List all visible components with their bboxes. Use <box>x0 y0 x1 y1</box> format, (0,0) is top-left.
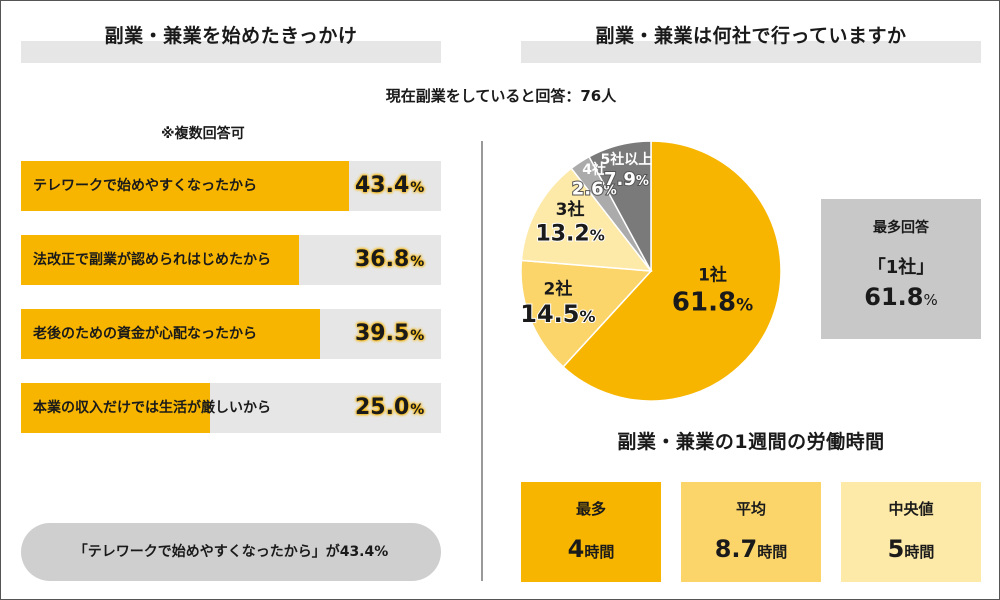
hours-stat-value: 8.7時間 <box>681 535 821 563</box>
bar-category-label: 老後のための資金が心配なったから <box>33 326 257 342</box>
pie-slice <box>588 140 652 272</box>
bar-value-unit: % <box>410 402 425 418</box>
pie-slice <box>562 140 782 402</box>
pie-value-label: 61.8% <box>672 288 753 318</box>
hours-stat-unit: 時間 <box>584 543 615 561</box>
bar-track: 老後のための資金が心配なったから 39.5% <box>21 309 441 359</box>
bar-value-label: 39.5% <box>355 309 424 361</box>
hours-stat-label: 平均 <box>735 500 766 518</box>
left-title-bar: 副業・兼業を始めたきっかけ <box>21 13 441 63</box>
pie-value-label: 2.6% <box>572 179 617 200</box>
bar-category-label: 本業の収入だけでは生活が厳しいから <box>33 400 271 416</box>
left-title: 副業・兼業を始めたきっかけ <box>104 25 358 47</box>
mode-answer-box: 最多回答 「1社」 61.8% <box>821 199 981 339</box>
mode-answer-percent-unit: % <box>923 291 938 309</box>
pie-category-label: 2社 <box>543 278 572 299</box>
pie-category-label: 4社 <box>582 161 606 178</box>
mode-answer-value: 「1社」 <box>867 257 935 278</box>
bar-value-label: 36.8% <box>355 235 424 287</box>
hours-stat-value: 5時間 <box>841 535 981 563</box>
right-title: 副業・兼業は何社で行っていますか <box>595 25 907 47</box>
hours-stat-unit: 時間 <box>757 543 788 561</box>
hours-stat-number: 5 <box>887 535 905 563</box>
right-title-bar: 副業・兼業は何社で行っていますか <box>521 13 981 63</box>
pie-category-label: 5社以上 <box>601 151 653 168</box>
pie-value-label: 13.2% <box>535 221 604 246</box>
left-title-underlay <box>21 41 441 63</box>
mode-answer-heading: 最多回答 <box>873 220 929 236</box>
bar-value-unit: % <box>410 328 425 344</box>
vertical-divider <box>481 141 483 581</box>
respondents-text: 現在副業をしていると回答：76人 <box>385 87 617 105</box>
bar-value-unit: % <box>410 180 425 196</box>
hours-stat-label: 最多 <box>575 500 606 518</box>
multiple-answer-note: ※複数回答可 <box>161 126 245 142</box>
hours-stat-average: 平均 8.7時間 <box>681 482 821 582</box>
hours-stat-number: 4 <box>567 535 585 563</box>
bar <box>21 309 320 359</box>
summary-pill: 「テレワークで始めやすくなったから」が43.4% <box>21 523 441 581</box>
hours-stat-unit: 時間 <box>904 543 935 561</box>
pie-category-label: 1社 <box>698 265 727 286</box>
bar-value-number: 39.5 <box>355 321 410 346</box>
bar-value-label: 25.0% <box>355 383 424 435</box>
pie-value-label: 14.5% <box>520 300 595 328</box>
bar-track: 法改正で副業が認められはじめたから 36.8% <box>21 235 441 285</box>
hours-stat-number: 8.7 <box>714 535 758 563</box>
mode-answer-percent: 61.8% <box>821 283 981 311</box>
bar-value-unit: % <box>410 254 425 270</box>
pie-category-label: 3社 <box>556 199 585 220</box>
bar <box>21 161 350 211</box>
bar <box>21 235 300 285</box>
bar-category-label: テレワークで始めやすくなったから <box>33 178 257 194</box>
bar-track: テレワークで始めやすくなったから 43.4% <box>21 161 441 211</box>
bar-value-number: 36.8 <box>355 247 410 272</box>
bar-value-label: 43.4% <box>355 161 424 213</box>
hours-stat-value: 4時間 <box>521 535 661 563</box>
hours-stat-label: 中央値 <box>888 500 934 518</box>
mode-answer-percent-number: 61.8 <box>864 283 924 311</box>
hours-stat-most: 最多 4時間 <box>521 482 661 582</box>
bar <box>21 383 210 433</box>
pie-slice <box>520 167 653 272</box>
right-title-underlay <box>521 41 981 63</box>
bar-track: 本業の収入だけでは生活が厳しいから 25.0% <box>21 383 441 433</box>
pie-value-label: 7.9% <box>604 169 649 190</box>
hours-stat-median: 中央値 5時間 <box>841 482 981 582</box>
hours-title: 副業・兼業の1週間の労働時間 <box>617 431 885 453</box>
hours-title-bar: 副業・兼業の1週間の労働時間 <box>521 419 981 467</box>
bar-value-number: 25.0 <box>355 395 410 420</box>
bar-category-label: 法改正で副業が認められはじめたから <box>33 252 271 268</box>
bar-value-number: 43.4 <box>355 173 410 198</box>
pie-slice <box>520 259 653 368</box>
